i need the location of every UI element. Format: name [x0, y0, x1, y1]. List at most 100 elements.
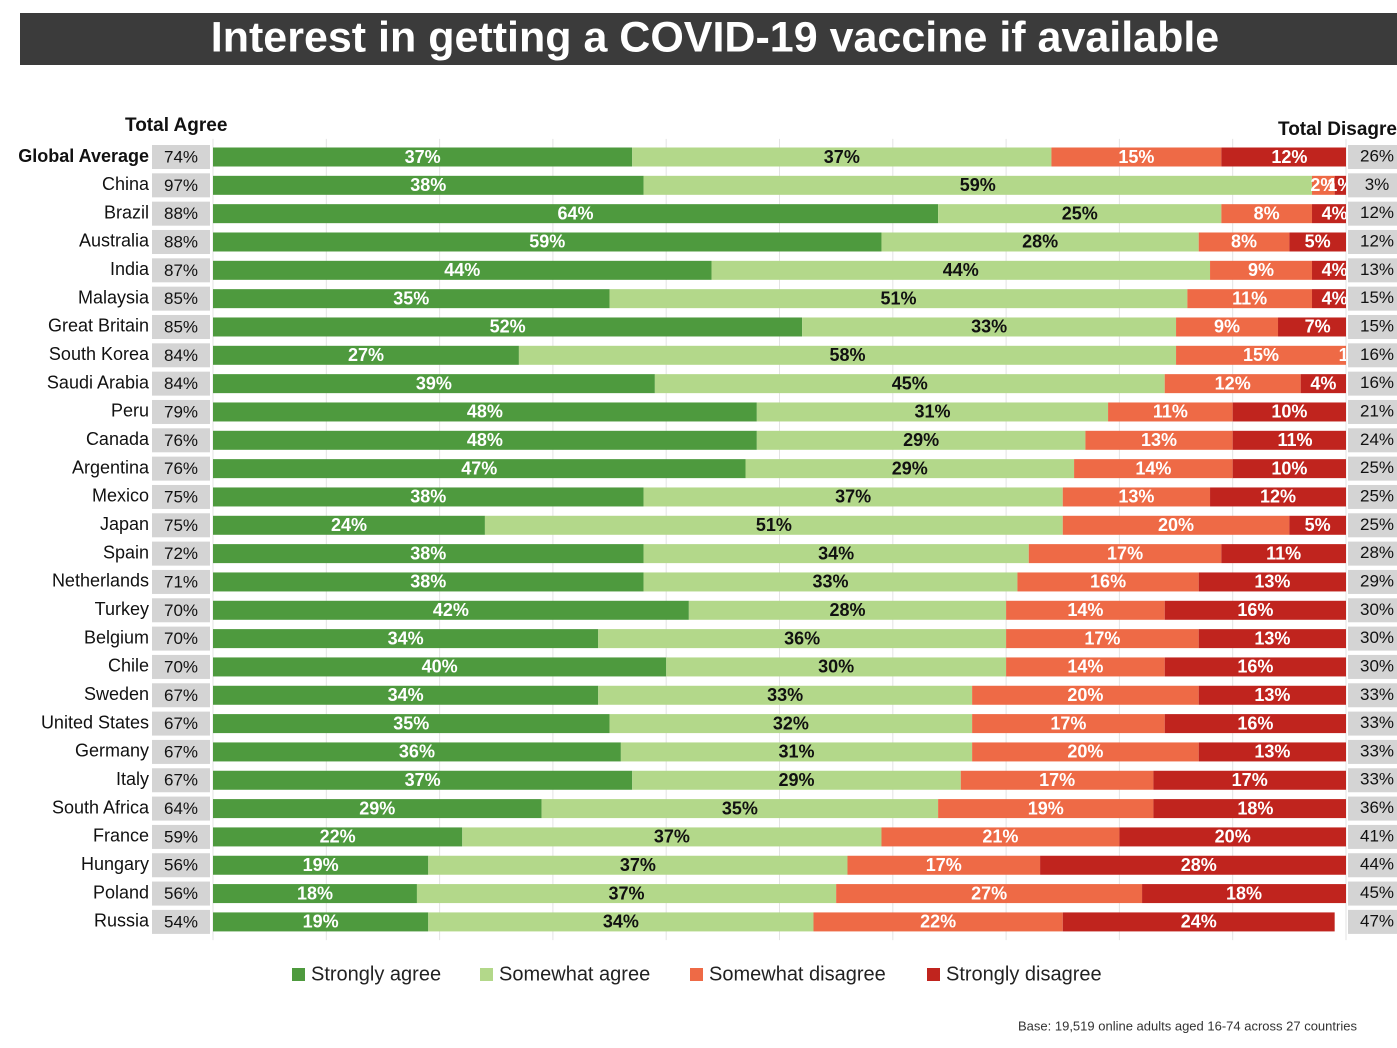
bar-segment: [213, 742, 621, 762]
total-disagree: 12%: [1360, 203, 1394, 222]
category-label: Global Average: [18, 146, 149, 166]
bar-segment: [1062, 912, 1335, 932]
bar-segment: [609, 714, 973, 734]
total-disagree: 36%: [1360, 798, 1394, 817]
total-disagree: 33%: [1360, 713, 1394, 732]
bar-segment: [1006, 600, 1165, 620]
legend-swatch: [690, 968, 703, 981]
grid: [212, 138, 1347, 941]
bar-segment: [1312, 289, 1346, 309]
value-label: 34%: [818, 543, 854, 563]
value-label: 59%: [960, 175, 996, 195]
value-label: 28%: [1022, 232, 1058, 252]
value-label: 13%: [1118, 487, 1154, 507]
bar-segment: [802, 317, 1177, 337]
value-label: 59%: [529, 232, 565, 252]
total-box: [152, 626, 210, 651]
total-agree: 84%: [164, 374, 198, 393]
total-box: [1348, 881, 1397, 906]
bar-segment: [847, 855, 1041, 875]
value-label: 28%: [829, 600, 865, 620]
total-agree: 72%: [164, 544, 198, 563]
bar-segment: [1300, 374, 1346, 394]
bar-segment: [213, 430, 757, 450]
total-box: [152, 909, 210, 934]
legend-label: Somewhat disagree: [709, 963, 886, 985]
category-label: Belgium: [84, 627, 149, 647]
value-label: 17%: [1084, 628, 1120, 648]
value-label: 10%: [1271, 458, 1307, 478]
total-box: [1348, 428, 1397, 453]
total-agree: 75%: [164, 487, 198, 506]
total-box: [152, 768, 210, 793]
bar-segment: [213, 515, 485, 535]
bar-segment: [756, 430, 1086, 450]
total-box: [152, 456, 210, 481]
value-label: 37%: [824, 147, 860, 167]
value-label: 14%: [1135, 458, 1171, 478]
value-label: 17%: [1039, 770, 1075, 790]
bar-segment: [213, 175, 644, 195]
total-disagree: 16%: [1360, 345, 1394, 364]
bar-segment: [1062, 487, 1211, 507]
labels: Total Agree Total Disagree Global Average 7…: [18, 115, 1397, 985]
bar-segment: [213, 572, 644, 592]
total-box: [152, 371, 210, 396]
total-box: [152, 399, 210, 424]
value-label: 2%: [1310, 175, 1336, 195]
value-label: 27%: [971, 883, 1007, 903]
total-box: [1348, 484, 1397, 509]
value-label: 36%: [784, 628, 820, 648]
bar-segment: [1108, 402, 1233, 422]
bar-segment: [416, 884, 837, 904]
category-label: Turkey: [95, 599, 149, 619]
bar-segment: [836, 884, 1143, 904]
value-label: 20%: [1158, 515, 1194, 535]
bar-segment: [1198, 629, 1346, 649]
category-label: Spain: [103, 542, 149, 562]
total-agree: 70%: [164, 629, 198, 648]
bar-segment: [632, 147, 1052, 167]
total-disagree: 24%: [1360, 430, 1394, 449]
bar-segment: [1062, 515, 1290, 535]
total-disagree: 33%: [1360, 770, 1394, 789]
category-label: Argentina: [72, 457, 150, 477]
total-disagree: 25%: [1360, 515, 1394, 534]
category-label: South Africa: [52, 797, 150, 817]
value-label: 11%: [1266, 543, 1301, 563]
category-label: Great Britain: [48, 316, 149, 336]
bar-segment: [1198, 572, 1346, 592]
value-label: 38%: [410, 572, 446, 592]
chart-title: Interest in getting a COVID-19 vaccine i…: [211, 13, 1219, 61]
total-box: [152, 711, 210, 736]
bar-segment: [643, 544, 1029, 564]
bar-segment: [643, 175, 1313, 195]
total-box: [152, 343, 210, 368]
value-label: 40%: [422, 657, 458, 677]
value-label: 18%: [1237, 798, 1273, 818]
category-label: Canada: [86, 429, 150, 449]
value-label: 20%: [1067, 742, 1103, 762]
bar-segment: [1210, 487, 1346, 507]
total-agree: 88%: [164, 204, 198, 223]
bar-segment: [1289, 232, 1346, 252]
value-label: 16%: [1237, 600, 1273, 620]
category-label: Japan: [100, 514, 149, 534]
value-label: 16%: [1237, 713, 1273, 733]
bar-segment: [1198, 685, 1346, 705]
value-label: 13%: [1254, 572, 1290, 592]
value-label: 52%: [490, 317, 526, 337]
total-disagree: 47%: [1360, 911, 1394, 930]
bar-segment: [462, 827, 882, 847]
category-label: Peru: [111, 401, 149, 421]
total-disagree: 13%: [1360, 260, 1394, 279]
total-box: [152, 881, 210, 906]
legend-label: Strongly agree: [311, 963, 441, 985]
value-label: 4%: [1310, 373, 1336, 393]
value-label: 11%: [1153, 402, 1188, 422]
category-label: Chile: [108, 656, 149, 676]
total-agree: 88%: [164, 232, 198, 251]
value-label: 4%: [1322, 203, 1348, 223]
total-agree: 97%: [164, 176, 198, 195]
